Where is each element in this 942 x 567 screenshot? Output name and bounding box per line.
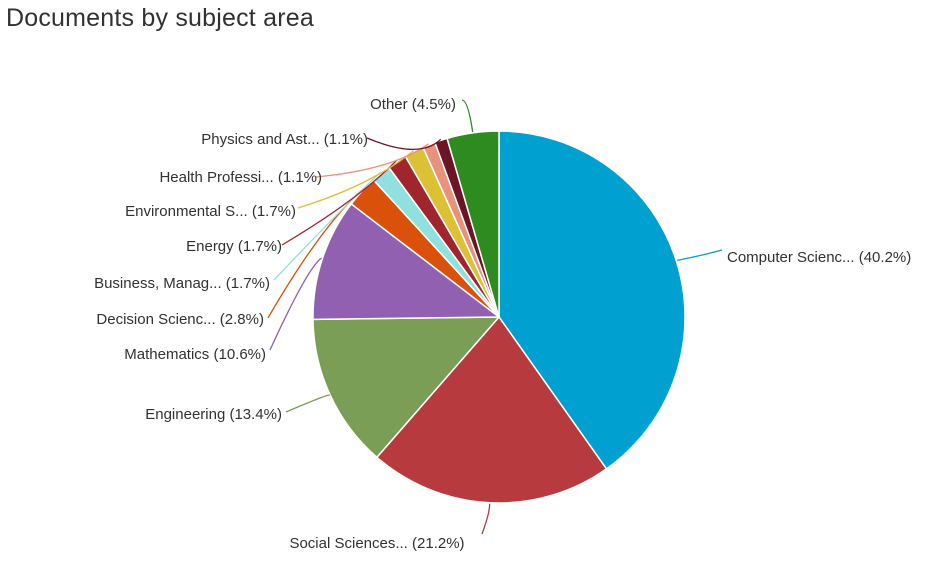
slice-labels: Computer Scienc... (40.2%) Social Science… xyxy=(94,96,911,552)
chart-title: Documents by subject area xyxy=(6,4,314,32)
pie-slice[interactable] xyxy=(312,203,500,321)
pie-slices xyxy=(312,130,686,504)
leader-line xyxy=(285,394,331,413)
slice-label: Mathematics (10.6%) xyxy=(124,346,266,363)
slice-label: Decision Scienc... (2.8%) xyxy=(96,311,264,328)
slice-label: Environmental S... (1.7%) xyxy=(125,203,296,220)
leader-line xyxy=(366,137,442,150)
slice-label: Business, Manag... (1.7%) xyxy=(94,275,270,292)
leader-line xyxy=(677,249,723,261)
leader-line xyxy=(269,257,322,351)
slice-label: Other (4.5%) xyxy=(370,96,456,113)
pie-slice[interactable] xyxy=(446,130,500,318)
slice-label: Social Sciences... (21.2%) xyxy=(289,535,464,552)
pie-slice[interactable] xyxy=(498,130,686,470)
slice-label: Energy (1.7%) xyxy=(186,238,282,255)
leader-lines xyxy=(267,99,723,535)
slice-label: Physics and Ast... (1.1%) xyxy=(201,131,368,148)
leader-line xyxy=(273,172,381,281)
slice-label: Computer Scienc... (40.2%) xyxy=(727,249,911,266)
pie-slice[interactable] xyxy=(376,316,608,504)
slice-label: Engineering (13.4%) xyxy=(145,406,282,423)
leader-line xyxy=(461,99,474,132)
slice-label: Health Professi... (1.1%) xyxy=(159,169,322,186)
leader-line xyxy=(481,503,491,535)
